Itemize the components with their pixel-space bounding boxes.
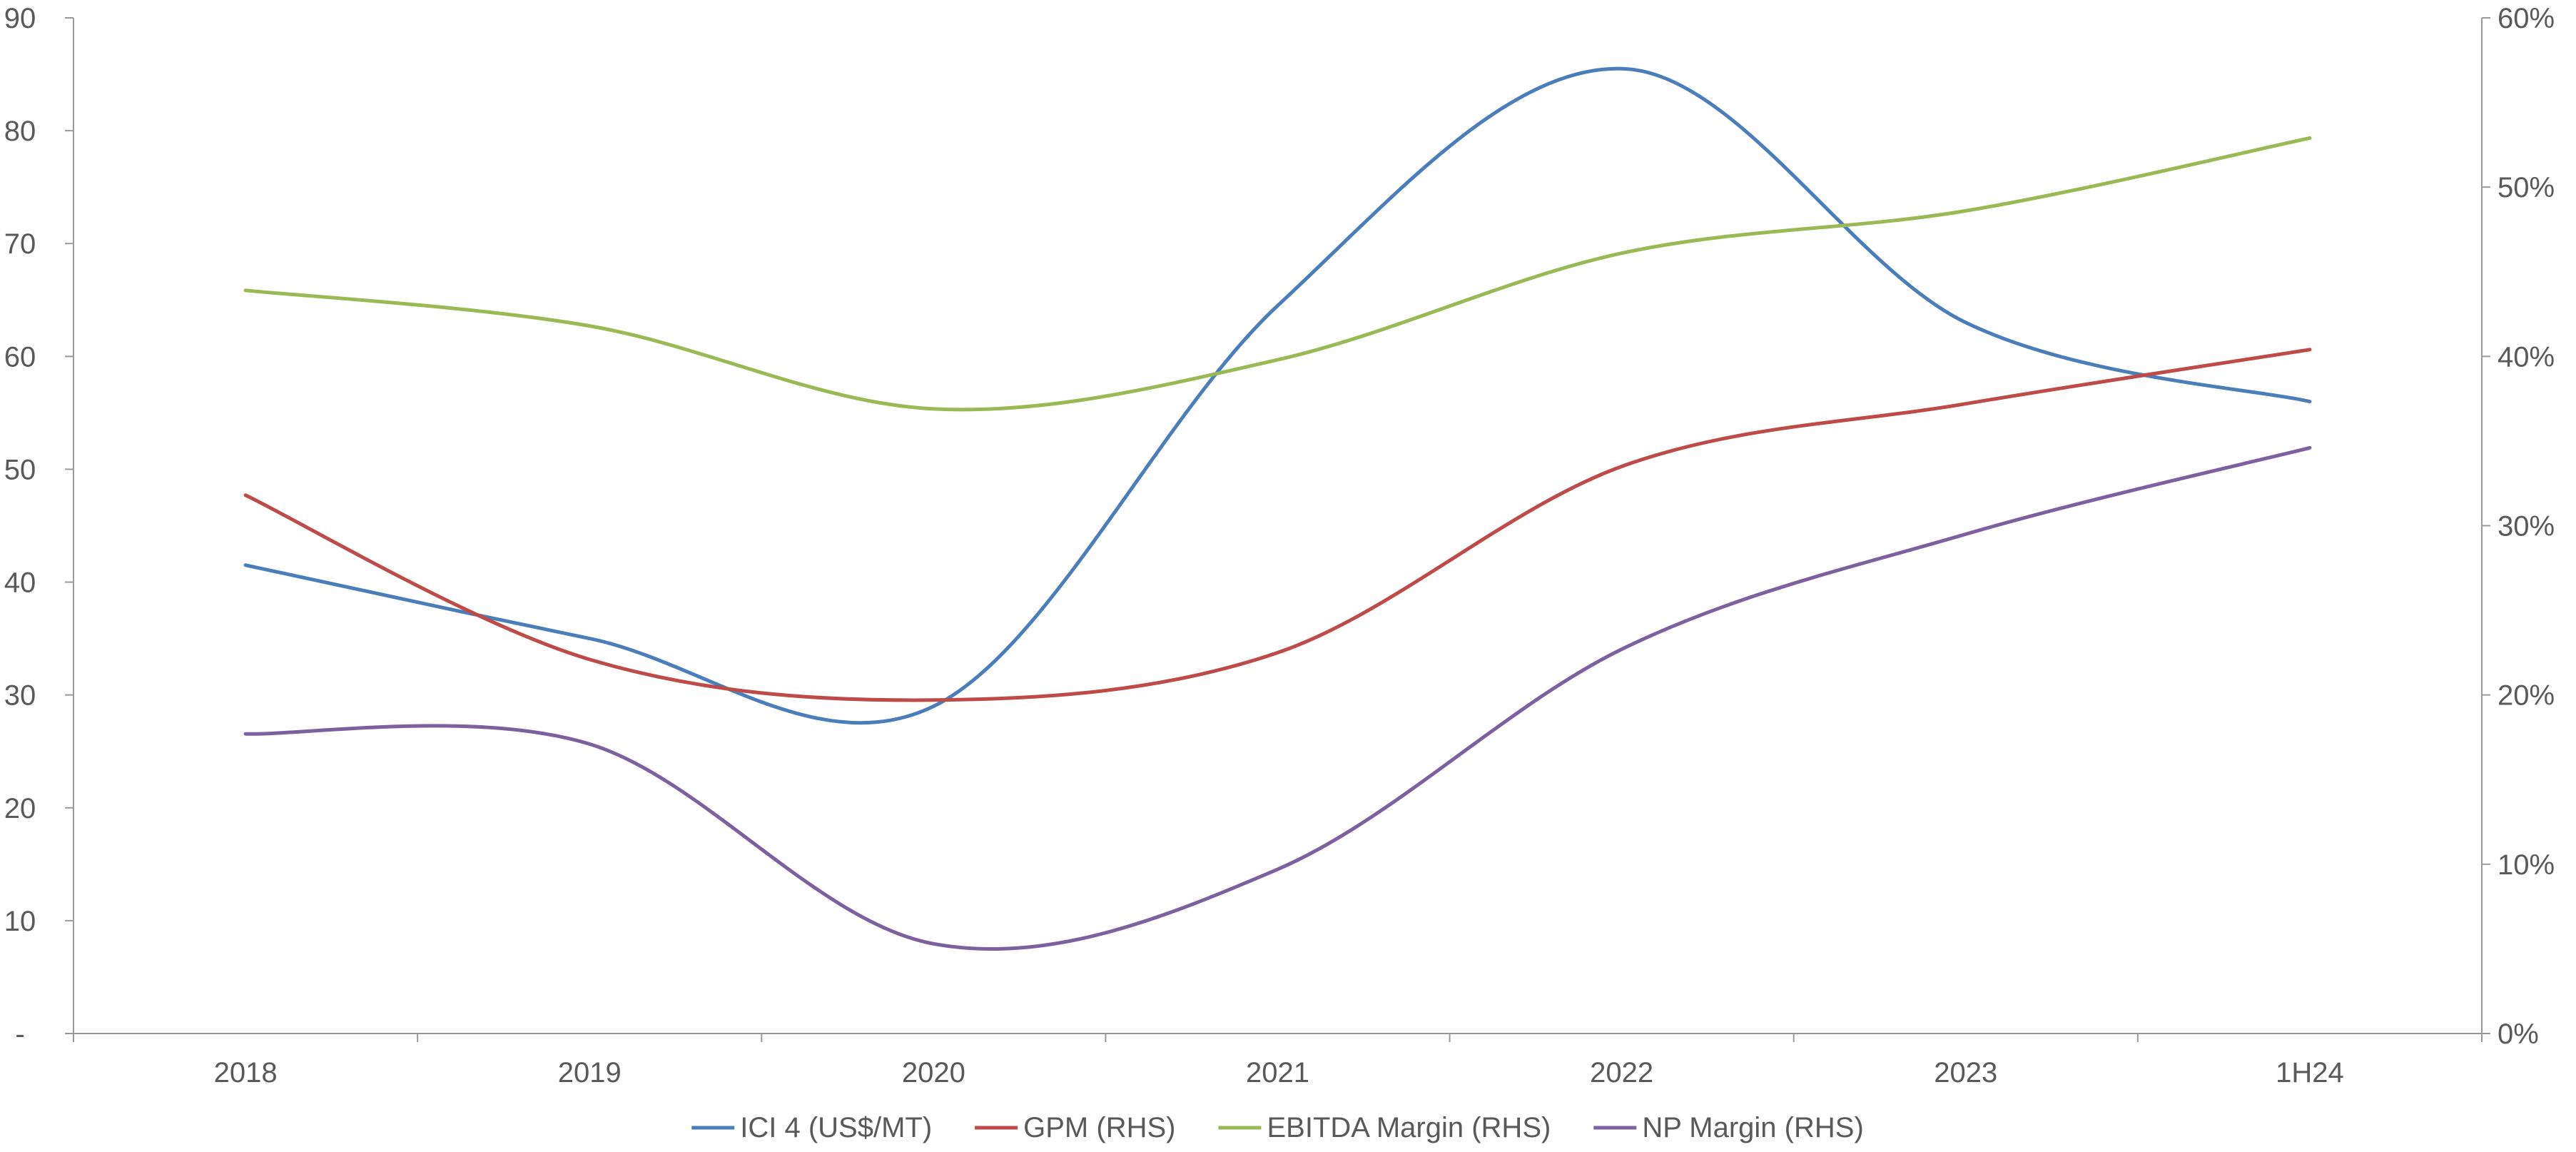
x-tick-label: 2018 [214,1057,278,1088]
right-y-tick-label: 20% [2498,680,2555,712]
data-point-gpm-rhs-2021 [1276,650,1280,655]
data-point-ici-4-us-mt-2023 [1964,320,1968,325]
data-point-gpm-rhs-1h24 [2308,348,2312,352]
data-point-ici-4-us-mt-1h24 [2308,400,2312,404]
data-point-np-margin-rhs-2022 [1620,647,1624,652]
data-point-np-margin-rhs-2020 [931,941,935,946]
axes [73,18,2483,1034]
data-point-gpm-rhs-2022 [1620,464,1624,468]
legend: ICI 4 (US$/MT) GPM (RHS) EBITDA Margin (RH… [691,1112,1864,1143]
legend-label-np-margin-rhs: NP Margin (RHS) [1642,1112,1863,1143]
left-y-tick-label: 90 [4,3,36,34]
right-y-tick-label: 10% [2498,849,2555,881]
x-tick-label: 2023 [1934,1057,1997,1088]
left-y-tick-label: 70 [4,228,36,260]
series-line-gpm-rhs [243,348,2312,702]
right-y-tick-labels: 0% 10% 20% 30% 40% 50% 60% [2482,3,2555,1050]
data-point-np-margin-rhs-2019 [587,742,592,746]
data-point-np-margin-rhs-1h24 [2308,445,2312,450]
left-y-tick-labels: - 10 20 30 40 50 60 70 80 90 [4,3,73,1050]
data-point-ebitda-margin-rhs-2019 [587,324,592,328]
legend-label-ebitda-margin-rhs: EBITDA Margin (RHS) [1267,1112,1551,1143]
data-point-ici-4-us-mt-2021 [1276,303,1280,308]
x-tick-label: 1H24 [2276,1057,2344,1088]
data-point-gpm-rhs-2018 [243,493,248,497]
right-y-tick-label: 0% [2498,1019,2539,1050]
left-y-tick-label: 10 [4,906,36,937]
series-line-ebitda-margin-rhs [243,136,2312,412]
left-y-tick-label: 50 [4,454,36,485]
data-point-gpm-rhs-2019 [587,657,592,662]
x-tick-label: 2020 [902,1057,965,1088]
x-tick-label: 2021 [1246,1057,1309,1088]
right-y-tick-label: 50% [2498,172,2555,203]
data-point-ebitda-margin-rhs-2018 [243,288,248,293]
x-tick-labels: 2018 2019 2020 2021 2022 2023 1H24 [73,1034,2483,1088]
x-tick-label: 2019 [558,1057,622,1088]
right-y-tick-label: 60% [2498,3,2555,34]
data-point-ebitda-margin-rhs-1h24 [2308,136,2312,140]
left-y-tick-label: 20 [4,793,36,824]
data-point-np-margin-rhs-2023 [1964,532,1968,536]
right-y-tick-label: 40% [2498,341,2555,373]
data-point-gpm-rhs-2020 [931,698,935,702]
left-y-tick-label: 30 [4,680,36,712]
series-line-np-margin-rhs [243,445,2312,951]
series-line-ici-4-us-mt [243,66,2312,725]
right-y-tick-label: 30% [2498,511,2555,542]
data-point-np-margin-rhs-2021 [1276,867,1280,871]
data-point-ebitda-margin-rhs-2022 [1620,251,1624,256]
data-point-np-margin-rhs-2018 [243,732,248,736]
legend-label-ici-4-us-mt: ICI 4 (US$/MT) [740,1112,932,1143]
series-lines [243,66,2312,951]
data-point-ici-4-us-mt-2018 [243,563,248,567]
data-point-gpm-rhs-2023 [1964,402,1968,406]
left-y-tick-label: 40 [4,567,36,599]
data-point-ici-4-us-mt-2020 [931,704,935,708]
left-y-tick-label: - [15,1019,24,1050]
data-point-ebitda-margin-rhs-2023 [1964,208,1968,213]
data-point-ebitda-margin-rhs-2020 [931,407,935,411]
data-point-ebitda-margin-rhs-2021 [1276,358,1280,362]
legend-label-gpm-rhs: GPM (RHS) [1023,1112,1175,1143]
left-y-tick-label: 80 [4,116,36,147]
x-tick-label: 2022 [1590,1057,1653,1088]
data-point-ici-4-us-mt-2022 [1620,66,1624,71]
data-point-ici-4-us-mt-2019 [587,637,592,641]
left-y-tick-label: 60 [4,341,36,373]
